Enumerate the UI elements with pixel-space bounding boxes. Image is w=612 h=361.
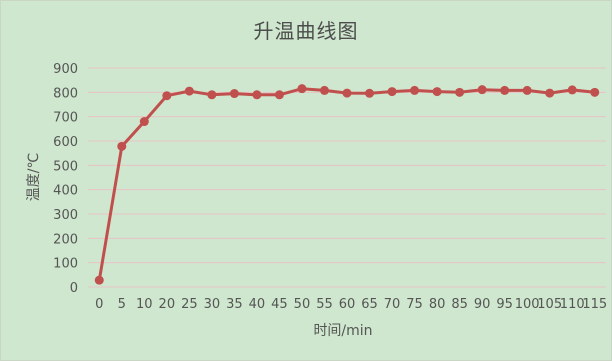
data-point: [207, 90, 217, 100]
x-tick-label: 100: [515, 297, 540, 312]
x-tick-label: 115: [582, 297, 607, 312]
x-tick-label: 70: [384, 297, 401, 312]
data-point: [365, 88, 375, 98]
data-point: [117, 141, 127, 151]
x-tick-label: 95: [496, 297, 513, 312]
x-tick-label: 0: [95, 297, 103, 312]
y-tick-label: 0: [70, 281, 78, 296]
x-tick-label: 10: [136, 297, 153, 312]
data-point: [319, 85, 329, 95]
y-tick-label: 500: [53, 159, 78, 174]
data-point: [252, 90, 262, 100]
data-point: [522, 85, 532, 95]
y-tick-label: 100: [53, 257, 78, 272]
y-axis-title: 温度/℃: [26, 153, 42, 201]
x-tick-label: 40: [249, 297, 266, 312]
data-point: [410, 85, 420, 95]
data-point: [162, 91, 172, 101]
data-point: [455, 87, 465, 97]
data-point: [342, 88, 352, 98]
data-point: [139, 117, 149, 127]
y-tick-label: 200: [53, 232, 78, 247]
x-tick-label: 90: [474, 297, 491, 312]
data-points: [94, 84, 600, 285]
data-point: [274, 90, 284, 100]
data-point: [590, 87, 600, 97]
x-tick-label: 45: [271, 297, 288, 312]
x-tick-label: 50: [294, 297, 311, 312]
data-point: [432, 87, 442, 97]
data-point: [545, 88, 555, 98]
x-axis-title: 时间/min: [313, 323, 372, 339]
x-tick-label: 20: [159, 297, 176, 312]
data-point: [387, 87, 397, 97]
x-tick-label: 35: [226, 297, 243, 312]
series-line: [97, 87, 595, 281]
y-tick-label: 800: [53, 86, 78, 101]
y-tick-label: 400: [53, 184, 78, 199]
data-point: [229, 89, 239, 99]
y-tick-label: 600: [53, 135, 78, 150]
y-tick-label: 700: [53, 111, 78, 126]
x-tick-label: 30: [204, 297, 221, 312]
y-tick-label: 300: [53, 208, 78, 223]
y-axis-ticks: 0 100 200 300 400 500 600 700 800 900: [53, 62, 78, 296]
x-axis-ticks: 0 5 10 20 25 30 35 40 45 50 55 60 65 70 75 80 85 90 95 1001…: [95, 297, 607, 312]
data-point: [567, 85, 577, 95]
x-tick-label: 85: [451, 297, 468, 312]
data-point: [94, 275, 104, 285]
x-tick-label: 5: [118, 297, 126, 312]
x-tick-label: 75: [406, 297, 423, 312]
data-point: [477, 85, 487, 95]
x-tick-label: 80: [429, 297, 446, 312]
data-point: [297, 84, 307, 94]
chart-title: 升温曲线图: [253, 19, 359, 43]
x-tick-label: 25: [181, 297, 198, 312]
x-tick-label: 55: [316, 297, 333, 312]
gridlines: [88, 67, 606, 288]
y-tick-label: 900: [53, 62, 78, 77]
x-tick-label: 110: [560, 297, 585, 312]
data-point: [500, 85, 510, 95]
x-tick-label: 105: [537, 297, 562, 312]
data-point: [184, 86, 194, 96]
x-tick-label: 65: [361, 297, 378, 312]
x-tick-label: 60: [339, 297, 356, 312]
